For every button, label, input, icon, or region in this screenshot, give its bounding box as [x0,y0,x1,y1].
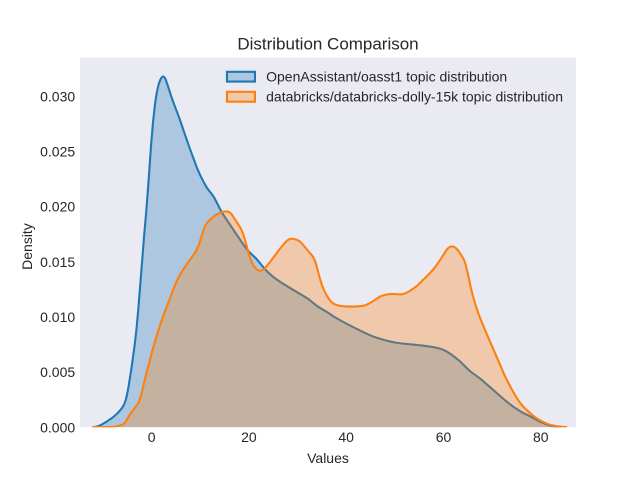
svg-text:20: 20 [241,429,257,445]
svg-text:0.005: 0.005 [40,364,75,380]
svg-text:Density: Density [19,223,35,270]
svg-text:0.025: 0.025 [40,144,75,160]
svg-text:Distribution Comparison: Distribution Comparison [237,34,418,53]
svg-text:80: 80 [533,429,549,445]
svg-text:0.010: 0.010 [40,309,75,325]
svg-text:60: 60 [436,429,452,445]
svg-text:0: 0 [148,429,156,445]
svg-text:40: 40 [338,429,354,445]
svg-text:databricks/databricks-dolly-15: databricks/databricks-dolly-15k topic di… [266,89,563,105]
svg-text:0.020: 0.020 [40,199,75,215]
svg-text:Values: Values [307,450,349,466]
svg-text:0.000: 0.000 [40,419,75,435]
svg-text:0.015: 0.015 [40,254,75,270]
svg-text:0.030: 0.030 [40,88,75,104]
svg-text:OpenAssistant/oasst1 topic dis: OpenAssistant/oasst1 topic distribution [266,69,507,85]
